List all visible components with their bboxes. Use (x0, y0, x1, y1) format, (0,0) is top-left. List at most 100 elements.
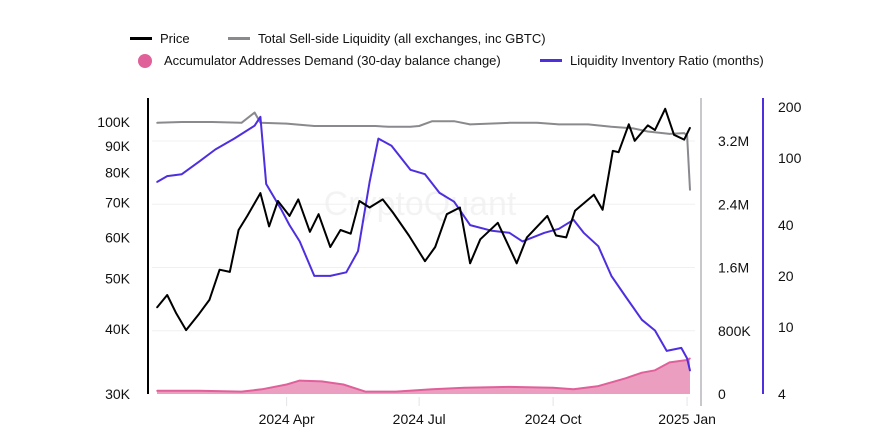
data-point-price (237, 229, 240, 231)
price-tick-label: 80K (105, 164, 131, 180)
data-point-accumulator-addresses-demand-30-day-balance-change (552, 386, 554, 389)
data-point-total-sell-side-liquidity-all-exchanges-inc-gbtc (668, 133, 671, 135)
data-point-liquidity-inventory-ratio-months (180, 173, 183, 176)
data-point-price (434, 246, 436, 248)
data-point-price (408, 234, 410, 237)
data-point-price (515, 262, 518, 265)
data-point-total-sell-side-liquidity-all-exchanges-inc-gbtc (285, 122, 288, 125)
data-point-liquidity-inventory-ratio-months (680, 347, 683, 349)
legend-item-inventory-ratio[interactable]: Liquidity Inventory Ratio (months) (540, 53, 764, 68)
data-point-liquidity-inventory-ratio-months (438, 192, 441, 194)
data-point-price (358, 200, 361, 202)
data-point-price (593, 193, 595, 196)
price-tick-label: 50K (105, 271, 131, 287)
data-point-price (646, 124, 649, 127)
legend-label: Total Sell-side Liquidity (all exchanges… (258, 31, 546, 46)
data-point-price (268, 225, 270, 228)
data-point-total-sell-side-liquidity-all-exchanges-inc-gbtc (240, 122, 243, 124)
data-point-liquidity-inventory-ratio-months (198, 160, 201, 163)
data-point-price (526, 236, 528, 239)
data-point-liquidity-inventory-ratio-months (298, 240, 301, 243)
data-point-accumulator-addresses-demand-30-day-balance-change (320, 380, 323, 383)
data-point-price (349, 232, 352, 235)
data-point-total-sell-side-liquidity-all-exchanges-inc-gbtc (587, 123, 589, 126)
data-point-total-sell-side-liquidity-all-exchanges-inc-gbtc (689, 189, 691, 191)
data-point-price (459, 206, 461, 209)
data-point-price (317, 213, 320, 215)
legend-item-sell-side-liquidity[interactable]: Total Sell-side Liquidity (all exchanges… (228, 31, 546, 46)
data-point-price (368, 206, 371, 209)
liquidity-tick-label: 2.4M (718, 196, 749, 212)
data-point-price (446, 213, 448, 215)
data-point-liquidity-inventory-ratio-months (424, 173, 426, 176)
data-point-accumulator-addresses-demand-30-day-balance-change (395, 390, 397, 393)
price-tick-label: 30K (105, 386, 131, 402)
data-point-liquidity-inventory-ratio-months (610, 275, 613, 277)
data-point-liquidity-inventory-ratio-months (597, 245, 600, 247)
series-area-accumulator-addresses-demand-30-day-balance-change (157, 358, 690, 394)
data-point-liquidity-inventory-ratio-months (288, 224, 291, 226)
x-tick-label: 2025 Jan (658, 411, 716, 427)
data-point-price (381, 198, 384, 201)
liquidity-tick-label: 3.2M (718, 133, 749, 149)
data-point-total-sell-side-liquidity-all-exchanges-inc-gbtc (558, 123, 560, 126)
data-point-liquidity-inventory-ratio-months (156, 181, 158, 183)
data-point-liquidity-inventory-ratio-months (689, 369, 691, 372)
data-point-total-sell-side-liquidity-all-exchanges-inc-gbtc (418, 125, 420, 127)
data-point-total-sell-side-liquidity-all-exchanges-inc-gbtc (313, 125, 316, 127)
data-point-liquidity-inventory-ratio-months (654, 329, 656, 332)
data-point-price (469, 262, 471, 265)
data-point-liquidity-inventory-ratio-months (265, 183, 268, 185)
data-point-liquidity-inventory-ratio-months (582, 232, 585, 234)
data-point-liquidity-inventory-ratio-months (453, 200, 455, 203)
data-point-total-sell-side-liquidity-all-exchanges-inc-gbtc (469, 123, 471, 126)
data-point-accumulator-addresses-demand-30-day-balance-change (364, 390, 367, 393)
data-point-liquidity-inventory-ratio-months (166, 175, 168, 177)
liquidity-tick-label: 800K (718, 323, 751, 339)
legend-label: Liquidity Inventory Ratio (months) (570, 53, 764, 68)
ratio-line-icon (540, 59, 562, 62)
data-point-liquidity-inventory-ratio-months (491, 229, 493, 232)
data-point-liquidity-inventory-ratio-months (313, 275, 316, 277)
price-tick-label: 100K (97, 114, 130, 130)
data-point-price (654, 129, 656, 131)
price-tick-label: 40K (105, 321, 131, 337)
data-point-price (329, 246, 332, 248)
data-point-total-sell-side-liquidity-all-exchanges-inc-gbtc (508, 122, 511, 124)
x-tick-label: 2024 Oct (525, 411, 582, 427)
series-line-total-sell-side-liquidity-all-exchanges-inc-gbtc (156, 111, 691, 191)
price-tick-label: 90K (105, 138, 131, 154)
data-point-price (277, 200, 279, 202)
data-point-accumulator-addresses-demand-30-day-balance-change (668, 361, 671, 364)
data-point-total-sell-side-liquidity-all-exchanges-inc-gbtc (610, 125, 613, 128)
data-point-price (546, 215, 549, 217)
x-tick-label: 2024 Apr (259, 411, 315, 427)
data-point-price (229, 271, 231, 273)
data-point-price (339, 229, 342, 231)
data-point-total-sell-side-liquidity-all-exchanges-inc-gbtc (453, 120, 455, 123)
legend-label: Accumulator Addresses Demand (30-day bal… (164, 53, 501, 68)
ratio-tick-label: 10 (778, 319, 794, 335)
data-point-accumulator-addresses-demand-30-day-balance-change (597, 385, 600, 387)
series-line-accumulator-addresses-demand-30-day-balance-change (157, 357, 691, 393)
data-point-price (683, 138, 685, 141)
data-point-price (689, 126, 691, 129)
legend-item-price[interactable]: Price (130, 31, 190, 46)
ratio-tick-label: 40 (778, 217, 794, 233)
data-point-liquidity-inventory-ratio-months (521, 240, 524, 243)
data-point-liquidity-inventory-ratio-months (469, 224, 471, 226)
data-point-liquidity-inventory-ratio-months (665, 350, 668, 352)
data-point-price (673, 133, 675, 136)
data-point-price (208, 299, 211, 301)
data-point-price (175, 311, 177, 314)
data-point-accumulator-addresses-demand-30-day-balance-change (508, 386, 511, 388)
data-point-price (555, 234, 557, 237)
data-point-price (198, 312, 201, 315)
data-point-price (479, 238, 482, 241)
data-point-total-sell-side-liquidity-all-exchanges-inc-gbtc (180, 121, 183, 123)
legend-item-accumulator-demand[interactable]: Accumulator Addresses Demand (30-day bal… (138, 53, 501, 68)
data-point-price (297, 198, 300, 201)
data-point-total-sell-side-liquidity-all-exchanges-inc-gbtc (253, 111, 256, 114)
data-point-liquidity-inventory-ratio-months (558, 228, 560, 230)
